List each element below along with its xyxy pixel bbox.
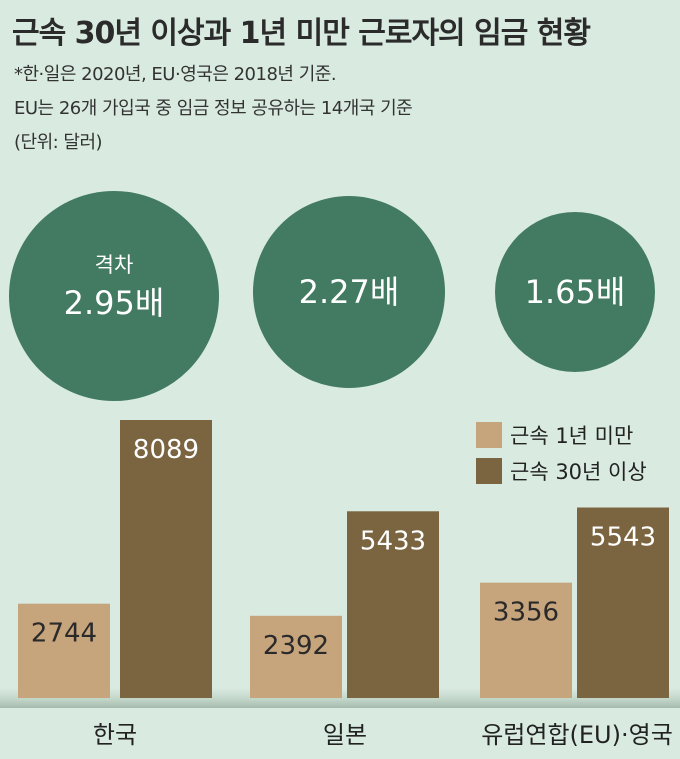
bar-value-label: 8089 xyxy=(133,435,199,465)
note-line-2: EU는 26개 가입국 중 임금 정보 공유하는 14개국 기준 xyxy=(14,98,413,119)
bar-value-label: 5433 xyxy=(360,526,426,556)
category-label: 한국 xyxy=(93,721,137,749)
bar-under-1yr xyxy=(18,603,110,698)
bar-value-label: 2392 xyxy=(263,631,329,661)
bar-values-group: 2744 8089 2392 5433 3356 5543 xyxy=(31,435,656,661)
ratio-value: 2.27배 xyxy=(299,273,400,311)
category-labels: 한국 일본 유럽연합(EU)·영국 xyxy=(93,721,673,749)
chart-title: 근속 30년 이상과 1년 미만 근로자의 임금 현황 xyxy=(12,16,591,51)
ratio-bubble xyxy=(253,196,445,388)
unit-note: (단위: 달러) xyxy=(14,132,103,153)
category-label: 유럽연합(EU)·영국 xyxy=(481,721,673,749)
ratio-bubble xyxy=(9,191,219,401)
bar-over-30yr xyxy=(347,511,439,698)
legend-label: 근속 1년 미만 xyxy=(510,424,633,448)
bar-under-1yr xyxy=(480,582,572,698)
note-line-1: *한·일은 2020년, EU·영국은 2018년 기준. xyxy=(14,64,337,85)
bars-group xyxy=(18,420,669,698)
ratio-bubbles: 격차 2.95배 2.27배 1.65배 xyxy=(9,191,655,401)
legend-swatch xyxy=(476,458,502,484)
ratio-bubble xyxy=(495,212,655,372)
ratio-value: 2.95배 xyxy=(64,284,165,322)
category-label: 일본 xyxy=(323,721,367,749)
bar-under-1yr xyxy=(250,615,342,698)
ratio-prefix-label: 격차 xyxy=(95,253,134,277)
bar-value-label: 5543 xyxy=(590,523,656,553)
bar-over-30yr xyxy=(120,420,212,698)
ratio-value: 1.65배 xyxy=(525,273,626,311)
bar-value-label: 3356 xyxy=(493,598,559,628)
bar-over-30yr xyxy=(577,507,669,698)
bar-value-label: 2744 xyxy=(31,619,97,649)
legend-label: 근속 30년 이상 xyxy=(510,460,647,484)
legend-swatch xyxy=(476,422,502,448)
